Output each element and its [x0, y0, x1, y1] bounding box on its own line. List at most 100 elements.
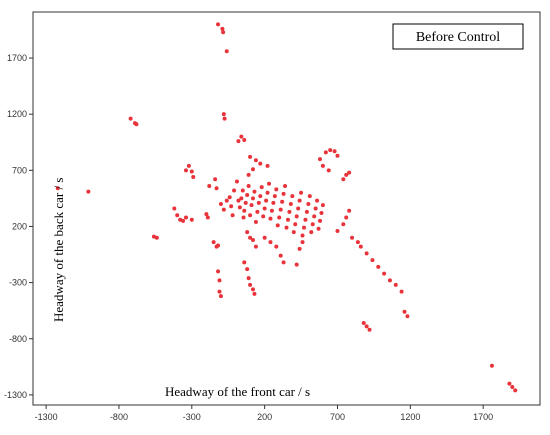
data-point [341, 222, 346, 227]
data-point [175, 213, 180, 218]
data-point [245, 267, 250, 272]
data-point [310, 222, 315, 227]
data-point [217, 289, 222, 294]
data-point [255, 209, 260, 214]
data-point [350, 235, 355, 240]
data-point [347, 170, 352, 175]
data-point [344, 215, 349, 220]
data-point [287, 209, 292, 214]
y-tick-label: 700 [12, 165, 27, 175]
data-point [216, 22, 221, 27]
x-axis-ticks: -1300 -800 -300 200 700 1200 1700 [35, 405, 493, 422]
data-point [291, 230, 296, 235]
data-point [268, 240, 273, 245]
data-point [300, 233, 305, 238]
data-point [296, 206, 301, 211]
data-point [274, 187, 279, 192]
data-point [86, 189, 91, 194]
data-point [402, 309, 407, 314]
data-point [281, 260, 286, 265]
data-point [248, 154, 253, 159]
data-point [376, 264, 381, 269]
data-point [216, 269, 221, 274]
data-point [275, 223, 280, 228]
data-point [265, 163, 270, 168]
data-point [315, 198, 320, 203]
data-point [236, 198, 241, 203]
data-point [250, 167, 255, 172]
data-point [234, 179, 239, 184]
data-point [181, 218, 186, 223]
data-point [186, 163, 191, 168]
data-point [172, 206, 177, 211]
data-point [272, 194, 277, 199]
data-point [304, 209, 309, 214]
y-tick-label: -300 [9, 278, 27, 288]
data-point [382, 271, 387, 276]
data-point [261, 214, 266, 219]
data-point [232, 188, 237, 193]
data-point [248, 213, 253, 218]
data-point [387, 278, 392, 283]
data-point [205, 215, 210, 220]
data-point [220, 26, 225, 31]
data-point [284, 225, 289, 230]
data-point [399, 289, 404, 294]
data-point [370, 258, 375, 263]
data-point [328, 148, 333, 153]
data-point [264, 198, 269, 203]
y-axis-label: Headway of the back car / s [51, 178, 66, 322]
data-point [218, 202, 223, 207]
data-point [243, 200, 248, 205]
data-point [221, 30, 226, 35]
data-point [280, 199, 285, 204]
data-point [248, 282, 253, 287]
data-point [320, 163, 325, 168]
data-point [262, 235, 267, 240]
data-point [303, 217, 308, 222]
data-point [248, 235, 253, 240]
data-point [267, 181, 272, 186]
data-point [258, 161, 263, 166]
data-point [300, 240, 305, 245]
data-point [246, 276, 251, 281]
data-point [294, 214, 299, 219]
data-point [269, 208, 274, 213]
data-point [290, 194, 295, 199]
data-point [274, 244, 279, 249]
data-point [259, 185, 264, 190]
data-point [347, 208, 352, 213]
data-point [256, 200, 261, 205]
x-tick-label: 700 [330, 412, 345, 422]
data-point [154, 235, 159, 240]
y-axis-ticks: -1300 -800 -300 200 700 1200 1700 [4, 53, 33, 400]
data-point [297, 246, 302, 251]
data-point [316, 226, 321, 231]
data-point [326, 168, 331, 173]
x-tick-label: -1300 [35, 412, 58, 422]
data-point [250, 287, 255, 292]
data-point [237, 205, 242, 210]
x-tick-label: 200 [257, 412, 272, 422]
data-point [323, 150, 328, 155]
y-tick-label: -800 [9, 334, 27, 344]
legend-box: Before Control [392, 23, 524, 50]
data-point [189, 169, 194, 174]
data-point [297, 198, 302, 203]
data-point [229, 204, 234, 209]
data-point [239, 134, 244, 139]
data-point [55, 186, 60, 191]
y-tick-label: 1200 [7, 109, 27, 119]
data-point [211, 240, 216, 245]
data-point [288, 202, 293, 207]
data-point [253, 244, 258, 249]
data-point [242, 260, 247, 265]
data-point [242, 138, 247, 143]
data-point [277, 215, 282, 220]
data-point [245, 193, 250, 198]
y-tick-label: 1700 [7, 53, 27, 63]
data-point [393, 282, 398, 287]
data-point [278, 207, 283, 212]
data-point [189, 217, 194, 222]
data-point [250, 196, 255, 201]
